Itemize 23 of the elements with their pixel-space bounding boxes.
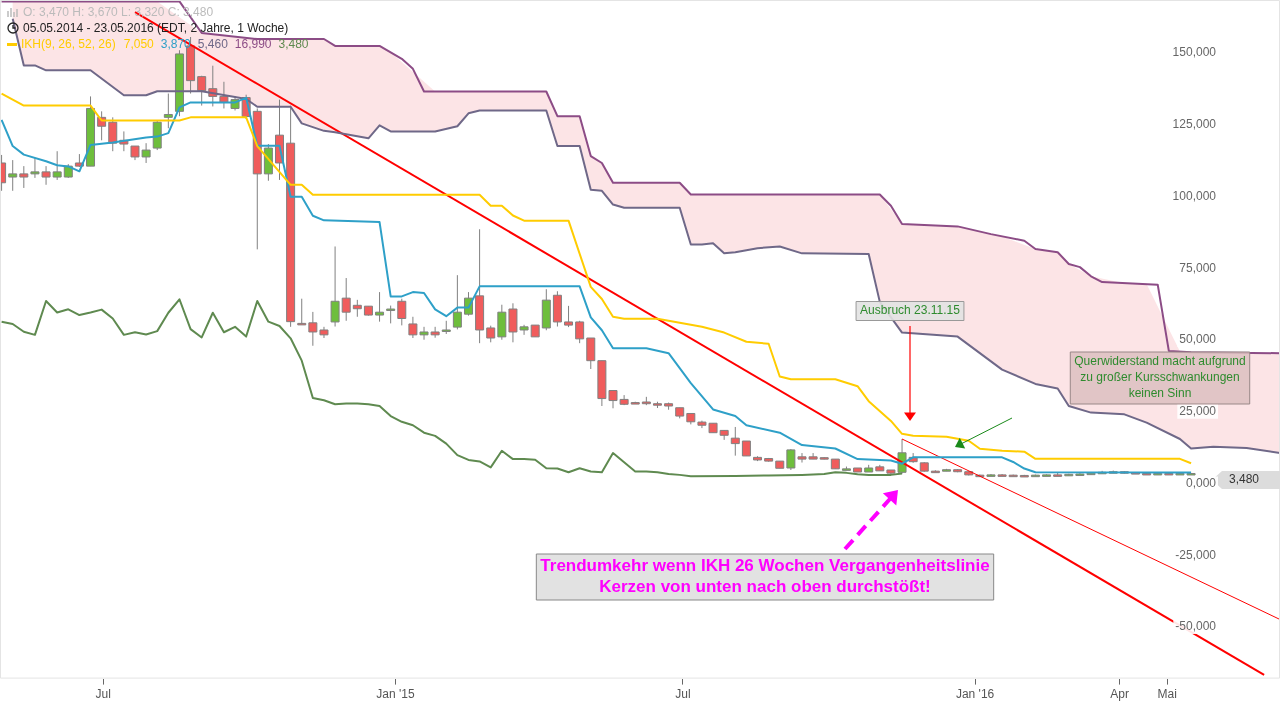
y-tick-label: 25,000 (1179, 404, 1217, 419)
annotation: 3,480 (278, 36, 309, 52)
annotation: 3,480 (1228, 472, 1260, 487)
x-tick-label: Apr (1110, 687, 1129, 702)
y-tick-label: -50,000 (1175, 619, 1217, 634)
x-tick-label: Jul (675, 687, 691, 702)
legend-title: IKH(9, 26, 52, 26) (21, 36, 116, 52)
annotation: 5,460 (197, 36, 228, 52)
y-tick-label: 50,000 (1179, 332, 1217, 347)
annotation: Querwiderstand macht aufgrund zu großer Kursschwankungen keinen Sinn (1074, 354, 1246, 401)
y-tick-label: 100,000 (1172, 188, 1217, 203)
y-tick-label: 125,000 (1172, 117, 1217, 132)
annotation: Trendumkehr wenn IKH 26 Wochen Vergangenheitslinie Kerzen von unten nach oben durchstößt! (540, 556, 990, 597)
y-tick-label: 75,000 (1179, 260, 1217, 275)
annotation: Ausbruch 23.11.15 (860, 303, 961, 318)
x-tick-label: Jul (95, 687, 111, 702)
x-tick-label: Jan '15 (376, 687, 415, 702)
x-tick-label: Mai (1157, 687, 1177, 702)
x-tick-label: Jan '16 (955, 687, 995, 702)
y-tick-label: 0,000 (1185, 475, 1217, 490)
y-tick-label: 150,000 (1172, 45, 1217, 60)
annotation: 7,050 (123, 36, 154, 52)
y-tick-label: -25,000 (1175, 547, 1217, 562)
